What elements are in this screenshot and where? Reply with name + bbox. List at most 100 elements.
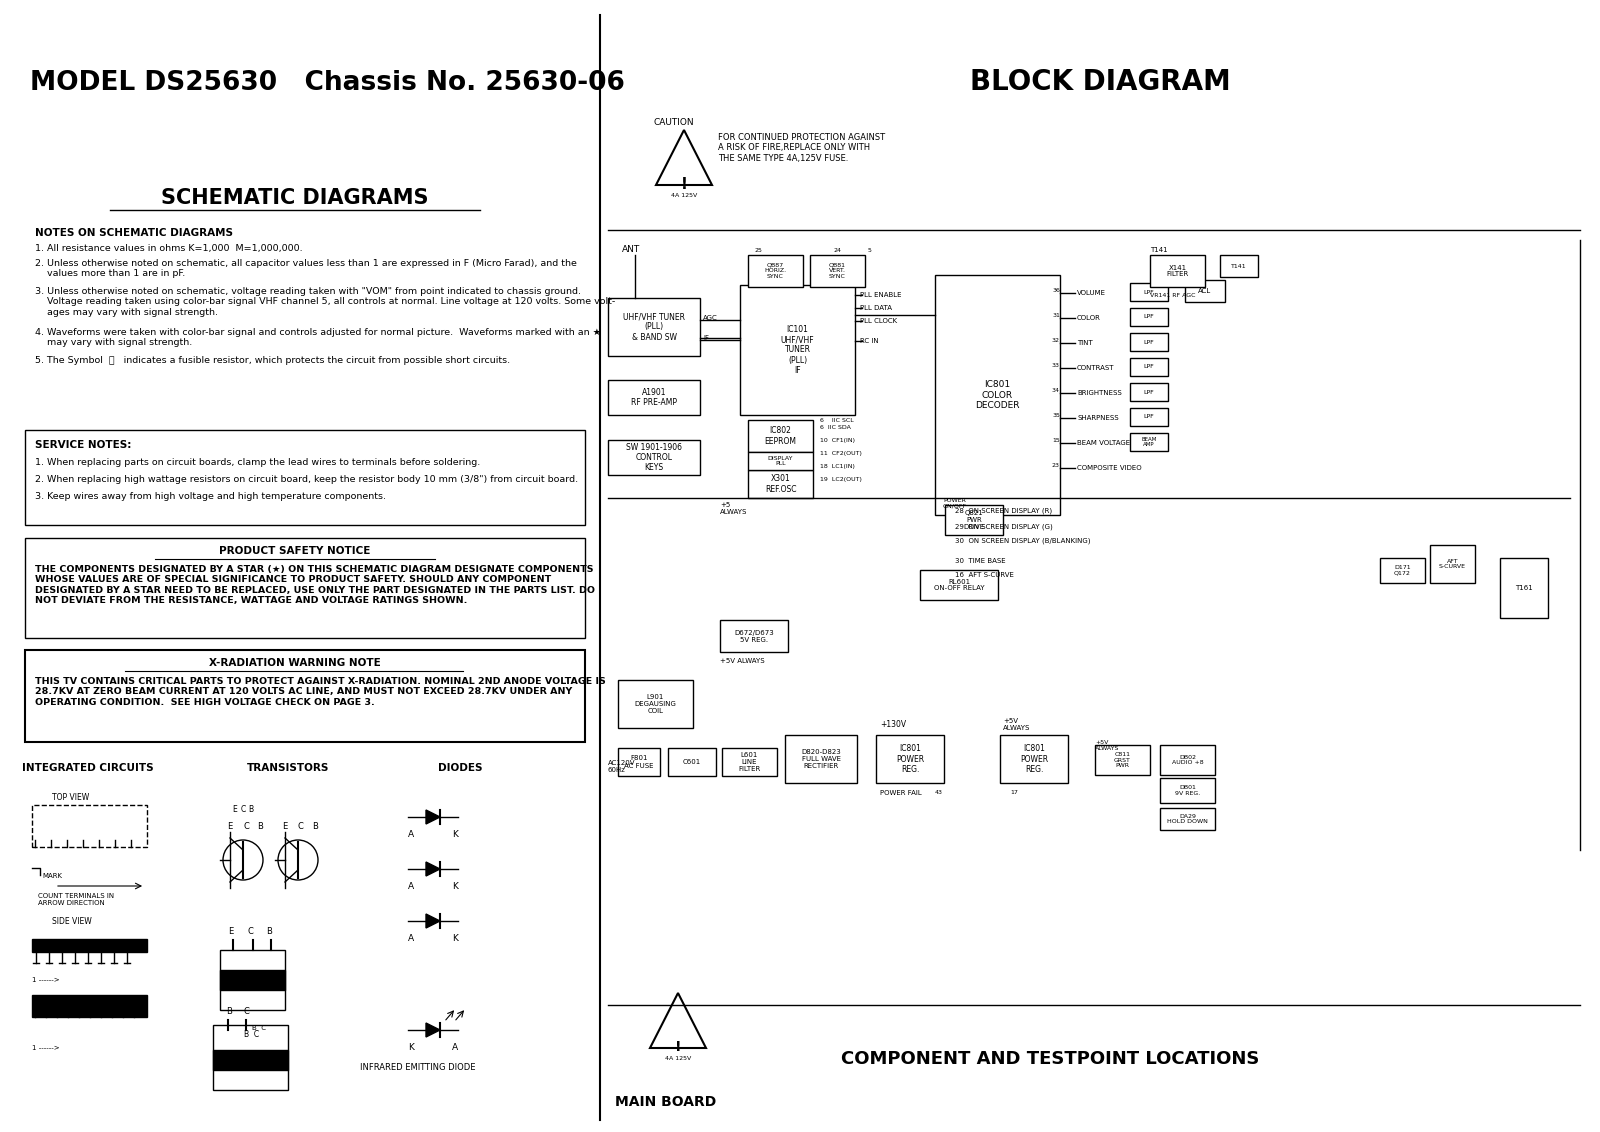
- Bar: [1160, 808, 1214, 830]
- Text: 25: 25: [754, 248, 762, 252]
- Bar: [32, 940, 147, 952]
- Text: VOLUME: VOLUME: [1077, 290, 1106, 295]
- Text: B: B: [266, 927, 272, 936]
- Bar: [221, 970, 285, 990]
- Text: THE COMPONENTS DESIGNATED BY A STAR (★) ON THIS SCHEMATIC DIAGRAM DESIGNATE COMP: THE COMPONENTS DESIGNATED BY A STAR (★) …: [35, 565, 595, 606]
- Bar: [920, 571, 998, 600]
- Text: IC801
POWER
REG.: IC801 POWER REG.: [1019, 744, 1048, 774]
- Text: E: E: [282, 822, 288, 831]
- Bar: [786, 735, 858, 783]
- Text: ANT: ANT: [622, 245, 640, 254]
- Text: 2. Unless otherwise noted on schematic, all capacitor values less than 1 are exp: 2. Unless otherwise noted on schematic, …: [35, 259, 578, 278]
- Text: POWER FAIL: POWER FAIL: [880, 790, 922, 796]
- Text: +5V
ALWAYS: +5V ALWAYS: [1094, 740, 1120, 751]
- Bar: [739, 285, 854, 415]
- Text: PLL ENABLE: PLL ENABLE: [861, 292, 901, 298]
- Text: 1. All resistance values in ohms K=1,000  M=1,000,000.: 1. All resistance values in ohms K=1,000…: [35, 245, 302, 252]
- Text: 5: 5: [867, 248, 872, 252]
- Text: 1 ------>: 1 ------>: [32, 1045, 59, 1050]
- Text: BEAM VOLTAGE: BEAM VOLTAGE: [1077, 440, 1130, 446]
- Text: +5V
ALWAYS: +5V ALWAYS: [1003, 718, 1030, 731]
- Bar: [213, 1050, 288, 1070]
- Text: CAUTION: CAUTION: [653, 118, 694, 127]
- Text: RC IN: RC IN: [861, 338, 878, 344]
- Text: AFT
S-CURVE: AFT S-CURVE: [1438, 558, 1466, 569]
- Text: T141: T141: [1230, 264, 1246, 268]
- Text: 11  CF2(OUT): 11 CF2(OUT): [819, 451, 862, 456]
- Text: 32: 32: [1053, 338, 1059, 343]
- Text: B: B: [248, 805, 253, 814]
- Text: 3. Keep wires away from high voltage and high temperature components.: 3. Keep wires away from high voltage and…: [35, 492, 386, 501]
- Bar: [946, 505, 1003, 535]
- Bar: [1130, 434, 1168, 451]
- Text: COUNT TERMINALS IN
ARROW DIRECTION: COUNT TERMINALS IN ARROW DIRECTION: [38, 893, 114, 906]
- Text: 34: 34: [1053, 388, 1059, 393]
- Text: K: K: [453, 882, 458, 891]
- Text: 35: 35: [1053, 413, 1059, 418]
- Bar: [608, 380, 701, 415]
- Text: LPF: LPF: [1144, 414, 1154, 420]
- Text: 6  IIC SDA: 6 IIC SDA: [819, 424, 851, 430]
- Bar: [1130, 333, 1168, 351]
- Text: 43: 43: [934, 790, 942, 795]
- Text: 2. When replacing high wattage resistors on circuit board, keep the resistor bod: 2. When replacing high wattage resistors…: [35, 475, 578, 484]
- Text: Q821
PWR
DRIVE: Q821 PWR DRIVE: [963, 511, 984, 530]
- Text: 4. Waveforms were taken with color-bar signal and controls adjusted for normal p: 4. Waveforms were taken with color-bar s…: [35, 328, 602, 348]
- Text: PLL DATA: PLL DATA: [861, 305, 893, 311]
- Bar: [749, 420, 813, 452]
- Text: A: A: [408, 934, 414, 943]
- Text: 18  LC1(IN): 18 LC1(IN): [819, 464, 854, 469]
- Text: POWER
ON/OFF: POWER ON/OFF: [942, 498, 966, 508]
- Text: BRIGHTNESS: BRIGHTNESS: [1077, 391, 1122, 396]
- Text: MODEL DS25630   Chassis No. 25630-06: MODEL DS25630 Chassis No. 25630-06: [30, 70, 626, 96]
- Text: T161: T161: [1515, 585, 1533, 591]
- Text: LPF: LPF: [1144, 340, 1154, 344]
- Text: LPF: LPF: [1144, 365, 1154, 369]
- Text: TOP VIEW: TOP VIEW: [51, 794, 90, 801]
- Bar: [1130, 383, 1168, 401]
- Text: +5V ALWAYS: +5V ALWAYS: [720, 658, 765, 664]
- Text: 31: 31: [1053, 314, 1059, 318]
- Text: 30  ON SCREEN DISPLAY (B/BLANKING): 30 ON SCREEN DISPLAY (B/BLANKING): [955, 538, 1091, 544]
- Text: A: A: [451, 1043, 458, 1052]
- Bar: [1430, 544, 1475, 583]
- Text: 24: 24: [834, 248, 842, 252]
- Bar: [749, 452, 813, 470]
- Text: FOR CONTINUED PROTECTION AGAINST
A RISK OF FIRE,REPLACE ONLY WITH
THE SAME TYPE : FOR CONTINUED PROTECTION AGAINST A RISK …: [718, 132, 885, 163]
- Text: INFRARED EMITTING DIODE: INFRARED EMITTING DIODE: [360, 1063, 475, 1072]
- Text: AC120V
60Hz: AC120V 60Hz: [608, 760, 635, 773]
- Polygon shape: [650, 993, 706, 1048]
- Text: COMPOSITE VIDEO: COMPOSITE VIDEO: [1077, 465, 1142, 471]
- Text: K: K: [453, 934, 458, 943]
- Bar: [1160, 745, 1214, 775]
- Text: B  C: B C: [245, 1030, 259, 1039]
- Text: C: C: [240, 805, 246, 814]
- Text: IC802
EEPROM: IC802 EEPROM: [765, 427, 797, 446]
- Bar: [1094, 745, 1150, 775]
- Bar: [877, 735, 944, 783]
- Text: A1901
RF PRE-AMP: A1901 RF PRE-AMP: [630, 388, 677, 408]
- Text: BLOCK DIAGRAM: BLOCK DIAGRAM: [970, 68, 1230, 96]
- Text: X-RADIATION WARNING NOTE: X-RADIATION WARNING NOTE: [210, 658, 381, 668]
- Bar: [26, 650, 586, 741]
- Text: B: B: [312, 822, 318, 831]
- Text: A: A: [408, 830, 414, 839]
- Bar: [1150, 255, 1205, 288]
- Text: COLOR: COLOR: [1077, 315, 1101, 321]
- Bar: [749, 470, 813, 498]
- Text: C: C: [243, 822, 250, 831]
- Text: ACL: ACL: [1198, 288, 1211, 294]
- Bar: [669, 748, 717, 777]
- Text: T141: T141: [1150, 247, 1168, 252]
- Text: 1 ------>: 1 ------>: [32, 977, 59, 983]
- Text: 1. When replacing parts on circuit boards, clamp the lead wires to terminals bef: 1. When replacing parts on circuit board…: [35, 458, 480, 468]
- Bar: [1186, 280, 1226, 302]
- Bar: [810, 255, 866, 288]
- Bar: [1130, 408, 1168, 426]
- Text: SW 1901-1906
CONTROL
KEYS: SW 1901-1906 CONTROL KEYS: [626, 443, 682, 472]
- Text: !: !: [675, 1040, 682, 1054]
- Text: C811
GRST
PWR: C811 GRST PWR: [1114, 752, 1131, 769]
- Text: CONTRAST: CONTRAST: [1077, 365, 1115, 371]
- Bar: [720, 620, 787, 652]
- Text: 6    IIC SCL: 6 IIC SCL: [819, 418, 854, 423]
